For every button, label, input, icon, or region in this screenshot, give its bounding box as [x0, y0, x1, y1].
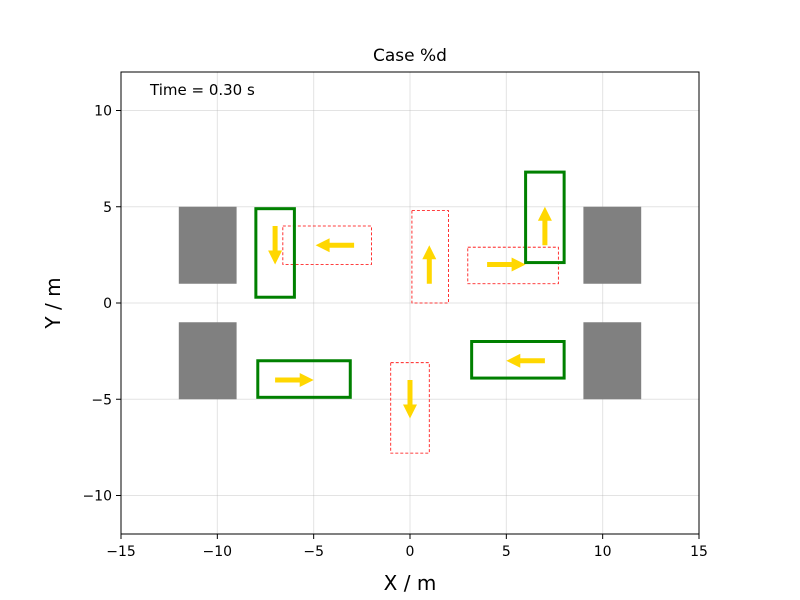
obstacle-block: [583, 206, 642, 284]
y-axis-label: Y / m: [41, 277, 65, 329]
direction-arrow: [537, 206, 552, 246]
x-tick-label: −5: [303, 544, 324, 560]
target-box: [411, 210, 449, 304]
chart-title: Case %d: [373, 46, 447, 66]
x-tick-label: 10: [594, 544, 612, 560]
target-box: [282, 225, 372, 265]
y-tick-label: 5: [103, 200, 112, 216]
obstacle-block: [583, 322, 642, 400]
vehicle-box: [524, 170, 566, 265]
targets: [282, 210, 559, 454]
direction-arrow: [275, 373, 314, 387]
direction-arrows: [268, 206, 552, 419]
vehicles: [254, 170, 566, 399]
target-box: [390, 362, 430, 454]
x-tick-label: 5: [502, 544, 511, 560]
vehicle-box: [254, 207, 296, 299]
obstacle-block: [178, 322, 237, 400]
x-tick-label: −10: [203, 544, 233, 560]
direction-arrow: [268, 226, 283, 265]
x-axis-label: X / m: [384, 571, 437, 595]
x-tick-label: −15: [106, 544, 136, 560]
direction-arrow: [506, 353, 545, 368]
y-tick-label: −5: [91, 392, 112, 408]
axis-ticks: −15 −10 −5 0 5 10 15 −10 −5 0 5 10: [82, 104, 707, 561]
vehicle-box: [470, 340, 566, 380]
direction-arrow: [422, 245, 437, 284]
vehicle-box: [256, 359, 352, 399]
x-tick-label: 15: [690, 544, 708, 560]
target-box: [467, 246, 559, 285]
direction-arrow: [315, 238, 355, 253]
direction-arrow: [403, 380, 417, 419]
time-annotation: Time = 0.30 s: [149, 81, 255, 99]
y-tick-label: 0: [103, 296, 112, 312]
direction-arrow: [487, 257, 526, 272]
obstacles: [178, 206, 642, 400]
x-tick-label: 0: [406, 544, 415, 560]
y-tick-label: 10: [94, 104, 112, 120]
y-tick-label: −10: [82, 489, 112, 505]
obstacle-block: [178, 206, 237, 284]
